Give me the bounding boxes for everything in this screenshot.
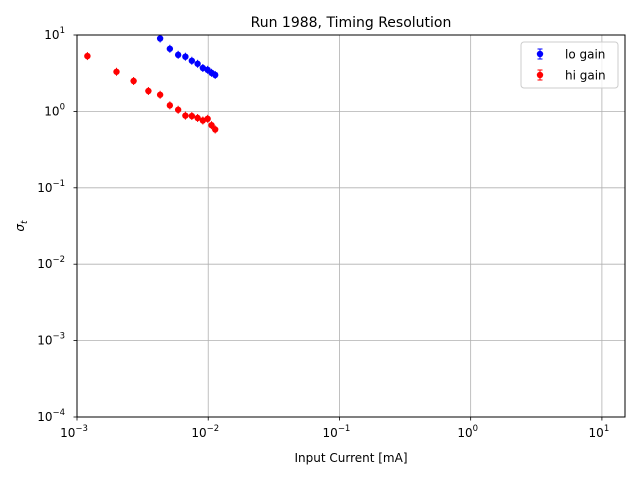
data-point — [188, 112, 196, 120]
series-hi-gain — [84, 52, 219, 134]
y-tick-label: 10−4 — [37, 408, 65, 424]
data-point — [208, 121, 215, 129]
data-point — [130, 77, 137, 85]
data-point — [113, 68, 120, 75]
data-point — [84, 52, 91, 60]
legend: lo gain hi gain — [520, 41, 619, 89]
legend-label: lo gain — [565, 48, 605, 62]
data-point — [194, 114, 201, 122]
legend-box — [520, 41, 619, 89]
x-tick-label: 10−3 — [60, 424, 88, 440]
data-point — [166, 102, 174, 109]
data-point — [204, 115, 211, 123]
data-point — [156, 91, 164, 98]
x-tick-label: 101 — [589, 424, 610, 440]
x-tick-label: 10−1 — [323, 424, 351, 440]
x-tick-label: 100 — [457, 424, 478, 440]
data-point — [188, 57, 196, 64]
data-point — [145, 87, 152, 95]
data-point — [174, 51, 182, 59]
series-lo-gain — [156, 34, 219, 79]
data-point — [156, 35, 164, 42]
data-point — [194, 60, 201, 67]
data-point — [174, 106, 182, 113]
data-point — [166, 45, 174, 52]
chart-title: Run 1988, Timing Resolution — [251, 15, 452, 31]
data-point — [199, 64, 207, 72]
y-tick-label: 10−3 — [37, 332, 65, 348]
y-tick-label: 100 — [44, 102, 65, 118]
axes-frame — [76, 34, 626, 418]
data-point — [182, 53, 189, 60]
legend-marker — [536, 50, 544, 58]
data-point — [199, 117, 207, 124]
x-tick-label: 10−2 — [191, 424, 219, 440]
series-layer — [84, 34, 219, 134]
legend-label: hi gain — [565, 69, 606, 83]
x-axis-label: Input Current [mA] — [294, 451, 407, 465]
y-tick-label: 10−1 — [37, 179, 65, 195]
y-tick-label: 10−2 — [37, 255, 65, 271]
y-axis-label: σt — [13, 220, 30, 232]
legend-marker — [536, 71, 544, 79]
data-point — [211, 126, 219, 133]
data-point — [211, 71, 219, 79]
y-tick-label: 101 — [44, 26, 65, 42]
data-point — [182, 112, 189, 119]
